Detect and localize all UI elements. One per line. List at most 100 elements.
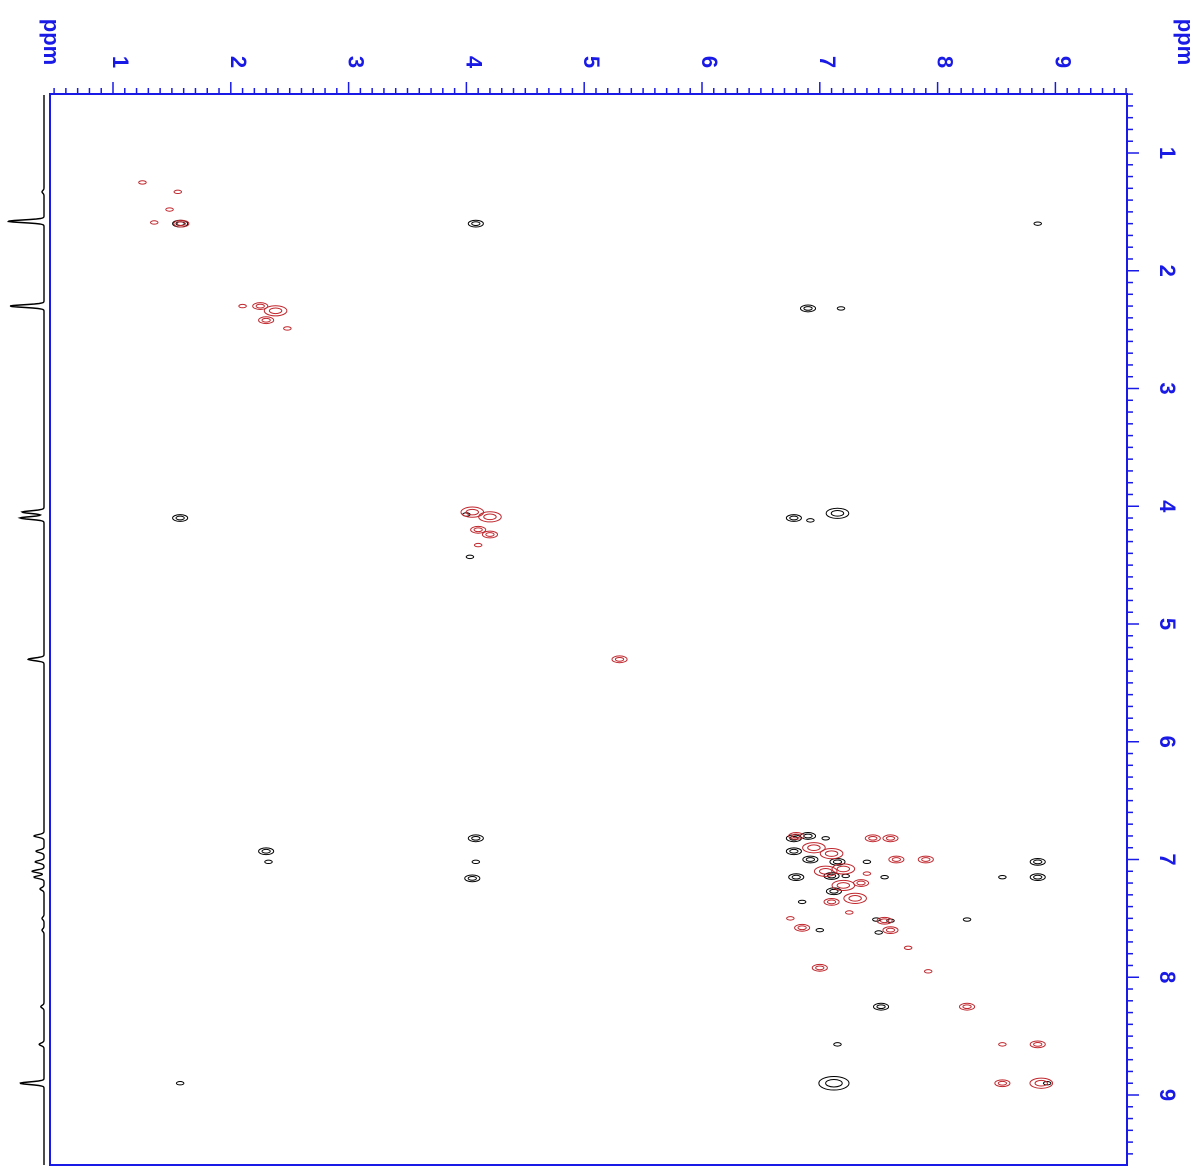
negative-cross-peak: [843, 892, 867, 904]
x-tick-label: 2: [226, 56, 251, 68]
positive-cross-peak: [833, 1042, 842, 1047]
negative-cross-peak: [252, 302, 269, 310]
negative-cross-peak: [481, 530, 498, 539]
positive-cross-peak: [802, 855, 819, 864]
positive-cross-peak: [467, 834, 484, 843]
negative-cross-peak: [165, 207, 174, 212]
negative-cross-peak: [888, 855, 905, 864]
x-tick-label: 1: [108, 56, 133, 68]
negative-cross-peak: [852, 879, 870, 887]
positive-cross-peak: [799, 304, 817, 313]
positive-cross-peak: [836, 306, 846, 311]
x-tick-label: 3: [344, 56, 369, 68]
negative-cross-peak: [844, 910, 854, 915]
x-tick-label: 6: [697, 56, 722, 68]
projection-trace: [6, 95, 45, 1165]
negative-cross-peak: [823, 897, 840, 906]
y-tick-label: 6: [1155, 736, 1180, 748]
y-tick-label: 9: [1155, 1089, 1180, 1101]
y-tick-label: 3: [1155, 382, 1180, 394]
negative-cross-peak: [258, 316, 275, 325]
negative-cross-peak: [811, 963, 828, 972]
positive-cross-peak: [785, 847, 802, 856]
positive-cross-peak: [825, 507, 850, 519]
negative-cross-peak: [173, 219, 190, 228]
x-tick-label: 4: [461, 56, 486, 69]
negative-cross-peak: [149, 220, 159, 225]
negative-cross-peak: [917, 855, 934, 864]
y-axis: 1 2 3 4 5 6 7 8 9: [1127, 93, 1180, 1155]
negative-cross-peak: [611, 655, 628, 664]
positive-cross-peak: [862, 859, 872, 865]
positive-cross-peak: [806, 518, 815, 523]
negative-cross-peak: [813, 865, 838, 877]
contour-peaks: [138, 180, 1054, 1091]
negative-cross-peak: [882, 926, 899, 935]
negative-cross-peak: [473, 542, 483, 548]
positive-cross-peak: [818, 1075, 850, 1091]
negative-cross-peak: [903, 945, 913, 951]
negative-cross-peak: [794, 923, 811, 932]
negative-cross-peak: [923, 969, 933, 974]
positive-cross-peak: [175, 1081, 185, 1086]
positive-cross-peak: [815, 927, 825, 933]
positive-cross-peak: [841, 873, 850, 879]
positive-cross-peak: [998, 874, 1007, 880]
positive-cross-peak: [880, 874, 889, 880]
positive-cross-peak: [465, 554, 475, 560]
y-tick-label: 8: [1155, 971, 1180, 983]
negative-cross-peak: [864, 834, 881, 843]
1d-projection-spectrum: [6, 95, 45, 1165]
y-tick-label: 4: [1155, 500, 1180, 513]
negative-cross-peak: [1029, 1040, 1046, 1049]
positive-cross-peak: [797, 899, 807, 905]
positive-cross-peak: [172, 514, 189, 522]
negative-cross-peak: [478, 511, 502, 523]
negative-cross-peak: [173, 189, 183, 195]
negative-cross-peak: [959, 1002, 976, 1011]
negative-cross-peak: [786, 916, 795, 921]
y-axis-label: ppm: [1173, 19, 1193, 65]
negative-cross-peak: [283, 326, 292, 331]
negative-cross-peak: [882, 834, 899, 843]
y-tick-label: 5: [1155, 618, 1180, 630]
y-tick-label: 7: [1155, 853, 1180, 865]
negative-cross-peak: [831, 863, 856, 875]
x-tick-label: 9: [1050, 56, 1075, 68]
positive-cross-peak: [799, 832, 817, 840]
negative-cross-peak: [138, 180, 147, 185]
negative-cross-peak: [1029, 1077, 1054, 1089]
positive-cross-peak: [467, 219, 484, 228]
positive-cross-peak: [785, 514, 802, 522]
x-axis: 1 2 3 4 5 6 7 8 9: [53, 56, 1127, 94]
positive-cross-peak: [874, 930, 883, 935]
positive-cross-peak: [1029, 873, 1046, 882]
positive-cross-peak: [788, 873, 805, 882]
negative-cross-peak: [802, 842, 826, 854]
x-axis-label: ppm: [39, 19, 64, 65]
plot-frame: [49, 93, 1128, 1166]
negative-cross-peak: [263, 305, 288, 317]
negative-cross-peak: [862, 871, 872, 876]
negative-cross-peak: [819, 848, 844, 860]
positive-cross-peak: [821, 836, 830, 841]
negative-cross-peak: [470, 525, 487, 534]
positive-cross-peak: [264, 859, 273, 865]
positive-cross-peak: [258, 847, 275, 856]
positive-cross-peak: [471, 859, 481, 865]
positive-cross-peak: [464, 874, 481, 883]
negative-cross-peak: [460, 506, 485, 518]
positive-cross-peak: [825, 887, 842, 896]
x-tick-label: 8: [933, 56, 958, 68]
positive-cross-peak: [1033, 221, 1042, 226]
y-tick-label: 2: [1155, 265, 1180, 277]
x-tick-label: 5: [579, 56, 604, 68]
positive-cross-peak: [873, 1002, 890, 1011]
negative-cross-peak: [788, 832, 805, 840]
negative-cross-peak: [998, 1042, 1007, 1047]
y-tick-label: 1: [1155, 147, 1180, 159]
negative-cross-peak: [238, 303, 247, 309]
negative-cross-peak: [994, 1079, 1011, 1088]
x-tick-label: 7: [815, 56, 840, 68]
